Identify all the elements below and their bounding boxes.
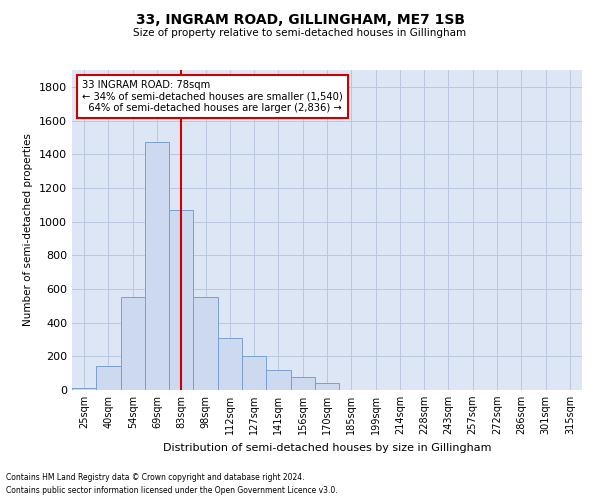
Bar: [169, 210, 193, 390]
Bar: [193, 298, 218, 390]
Bar: [218, 338, 242, 390]
Text: 33, INGRAM ROAD, GILLINGHAM, ME7 1SB: 33, INGRAM ROAD, GILLINGHAM, ME7 1SB: [136, 12, 464, 26]
Bar: [242, 356, 266, 390]
Text: 33 INGRAM ROAD: 78sqm
← 34% of semi-detached houses are smaller (1,540)
  64% of: 33 INGRAM ROAD: 78sqm ← 34% of semi-deta…: [82, 80, 343, 113]
Bar: [96, 366, 121, 390]
Bar: [266, 370, 290, 390]
Bar: [72, 388, 96, 390]
X-axis label: Distribution of semi-detached houses by size in Gillingham: Distribution of semi-detached houses by …: [163, 442, 491, 452]
Text: Contains public sector information licensed under the Open Government Licence v3: Contains public sector information licen…: [6, 486, 338, 495]
Text: Size of property relative to semi-detached houses in Gillingham: Size of property relative to semi-detach…: [133, 28, 467, 38]
Text: Contains HM Land Registry data © Crown copyright and database right 2024.: Contains HM Land Registry data © Crown c…: [6, 474, 305, 482]
Bar: [315, 384, 339, 390]
Bar: [121, 298, 145, 390]
Bar: [145, 142, 169, 390]
Bar: [290, 376, 315, 390]
Y-axis label: Number of semi-detached properties: Number of semi-detached properties: [23, 134, 34, 326]
